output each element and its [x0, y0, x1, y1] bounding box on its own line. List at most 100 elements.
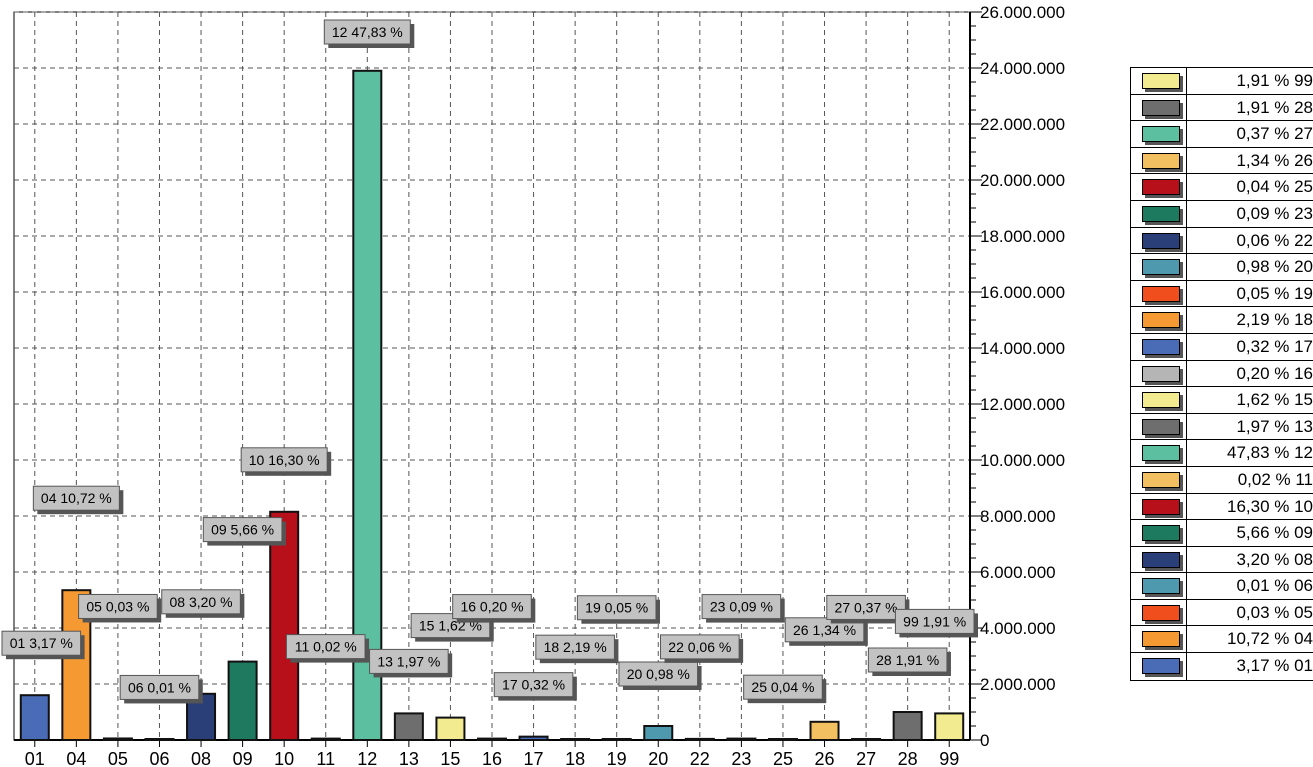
legend-item: 5,66 % 09 [1131, 520, 1313, 547]
x-tick-label: 17 [524, 749, 544, 767]
legend-swatch [1142, 73, 1180, 89]
bar [186, 692, 217, 741]
data-label-box [660, 634, 740, 660]
legend-swatch [1142, 631, 1180, 648]
data-label: 28 1,91 % [876, 652, 939, 668]
data-label: 20 0,98 % [627, 666, 690, 682]
data-label-box [576, 595, 657, 621]
data-label: 16 0,20 % [460, 599, 523, 615]
x-tick-label: 01 [25, 749, 45, 767]
legend-swatch [1142, 604, 1180, 621]
legend-item: 0,20 % 16 [1131, 360, 1313, 388]
x-tick-label: 26 [815, 749, 835, 767]
legend-swatch [1142, 99, 1180, 116]
data-label: 19 0,05 % [585, 600, 648, 616]
data-label: 22 0,06 % [668, 639, 731, 655]
x-tick-label: 20 [648, 749, 668, 767]
bar [767, 738, 798, 741]
legend-label: 0,32 % 17 [1236, 336, 1313, 356]
legend-divider [1186, 147, 1187, 174]
data-label: 23 0,09 % [710, 599, 773, 615]
data-label: 12 47,83 % [332, 24, 403, 40]
y-tick-labels: 0 2.000.000 4.000.000 6.000.000 8.000.000 10.… [980, 3, 1065, 750]
bar [851, 738, 882, 741]
legend-item: 1,91 % 99 [1131, 68, 1313, 95]
data-label: 17 0,32 % [502, 677, 565, 693]
legend-label: 3,17 % 01 [1236, 656, 1313, 676]
y-tick-label: 4.000.000 [980, 619, 1056, 638]
x-tick-label: 23 [731, 749, 751, 767]
legend-label: 3,20 % 08 [1236, 549, 1313, 569]
legend-divider [1186, 520, 1187, 546]
data-label-box [202, 517, 283, 543]
legend-item: 0,01 % 06 [1131, 573, 1313, 600]
legend-divider [1186, 94, 1187, 121]
data-label: 18 2,19 % [544, 639, 607, 655]
legend-label: 1,91 % 28 [1236, 97, 1313, 117]
legend-label: 1,97 % 13 [1236, 416, 1313, 436]
legend-item: 3,20 % 08 [1131, 546, 1313, 574]
legend: 1,91 % 99 1,91 % 28 0,37 % 27 1,34 % 26 0,04… [1130, 67, 1313, 681]
x-tick-label: 04 [66, 749, 86, 767]
legend-swatch [1142, 392, 1180, 409]
data-label-box [369, 648, 449, 674]
y-tick-label: 16.000.000 [980, 283, 1065, 302]
x-tick-label: 99 [939, 749, 959, 767]
legend-item: 0,09 % 23 [1131, 200, 1313, 228]
legend-divider [1186, 653, 1187, 680]
data-label-box [743, 674, 823, 700]
x-tick-label: 16 [482, 749, 502, 767]
legend-divider [1186, 68, 1187, 94]
data-label: 09 5,66 % [211, 522, 274, 538]
data-label-box [826, 594, 906, 620]
x-tick-label: 22 [690, 749, 710, 767]
data-label-box [78, 593, 158, 619]
legend-item: 1,91 % 28 [1131, 94, 1313, 122]
legend-swatch [1142, 179, 1180, 196]
bar [643, 725, 674, 741]
legend-divider [1186, 626, 1187, 653]
legend-swatch [1142, 259, 1180, 276]
legend-swatch [1142, 205, 1180, 222]
legend-item: 0,98 % 20 [1131, 254, 1313, 281]
legend-item: 0,05 % 19 [1131, 280, 1313, 308]
legend-divider [1186, 466, 1187, 493]
x-tick-label: 25 [773, 749, 793, 767]
legend-swatch [1142, 312, 1180, 329]
legend-divider [1186, 440, 1187, 466]
legend-divider [1186, 387, 1187, 413]
bar [19, 694, 50, 742]
y-tick-label: 26.000.000 [980, 3, 1065, 22]
x-tick-label: 11 [316, 749, 335, 767]
legend-label: 1,91 % 99 [1236, 71, 1313, 90]
bar [227, 660, 258, 741]
data-labels: 01 3,17 % 04 10,72 % 05 0,03 % 06 0,01 % 08 … [1, 19, 978, 704]
legend-swatch [1142, 365, 1180, 382]
data-label: 05 0,03 % [86, 598, 149, 614]
data-label: 99 1,91 % [903, 613, 966, 629]
bar [310, 737, 341, 741]
y-tick-label: 22.000.000 [980, 115, 1065, 134]
y-tick-label: 8.000.000 [980, 507, 1056, 526]
legend-divider [1186, 599, 1187, 626]
legend-item: 2,19 % 18 [1131, 307, 1313, 334]
data-label: 06 0,01 % [128, 679, 191, 695]
data-label-box [452, 594, 532, 620]
data-label-box [1, 630, 82, 656]
legend-label: 0,37 % 27 [1236, 124, 1313, 144]
legend-item: 0,04 % 25 [1131, 174, 1313, 201]
legend-item: 0,32 % 17 [1131, 333, 1313, 361]
legend-item: 16,30 % 10 [1131, 493, 1313, 521]
y-tick-label: 24.000.000 [980, 59, 1065, 78]
legend-label: 0,01 % 06 [1236, 576, 1313, 596]
legend-item: 1,62 % 15 [1131, 387, 1313, 414]
data-label-box [240, 447, 328, 473]
legend-swatch [1142, 418, 1180, 435]
bar [684, 737, 715, 742]
data-label-box [867, 647, 948, 673]
data-label-box [285, 634, 366, 660]
legend-divider [1186, 227, 1187, 254]
bar [269, 510, 300, 741]
x-tick-label: 05 [108, 749, 128, 767]
legend-label: 0,09 % 23 [1236, 203, 1313, 223]
